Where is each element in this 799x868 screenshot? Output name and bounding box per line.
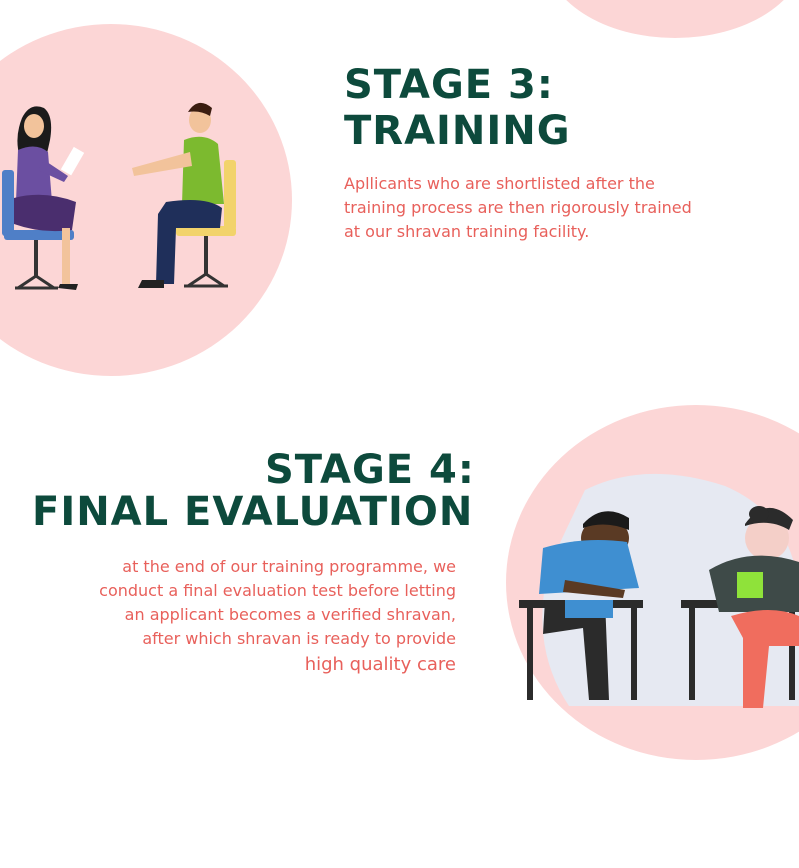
stage3-description: Apllicants who are shortlisted after the… [344, 174, 692, 241]
stage3-heading: STAGE 3: TRAINING [344, 62, 571, 154]
stage4-description-line: conduct a final evaluation test before l… [99, 581, 456, 600]
stage4-description-line: an applicant becomes a verified shravan, [124, 605, 456, 624]
stage4-heading-number: STAGE 4: [265, 447, 475, 493]
exam-illustration [519, 473, 799, 708]
stage4-description: at the end of our training programme, we… [56, 555, 456, 677]
stage4-description-highlight: high quality care [304, 654, 456, 675]
stage4-description-line: after which shravan is ready to provide [142, 629, 456, 648]
stage4-description-line: at the end of our training programme, we [122, 557, 456, 576]
stage4-heading-title: FINAL EVALUATION [32, 489, 474, 535]
interview-illustration [2, 102, 236, 290]
decorative-circle-top [545, 0, 799, 38]
